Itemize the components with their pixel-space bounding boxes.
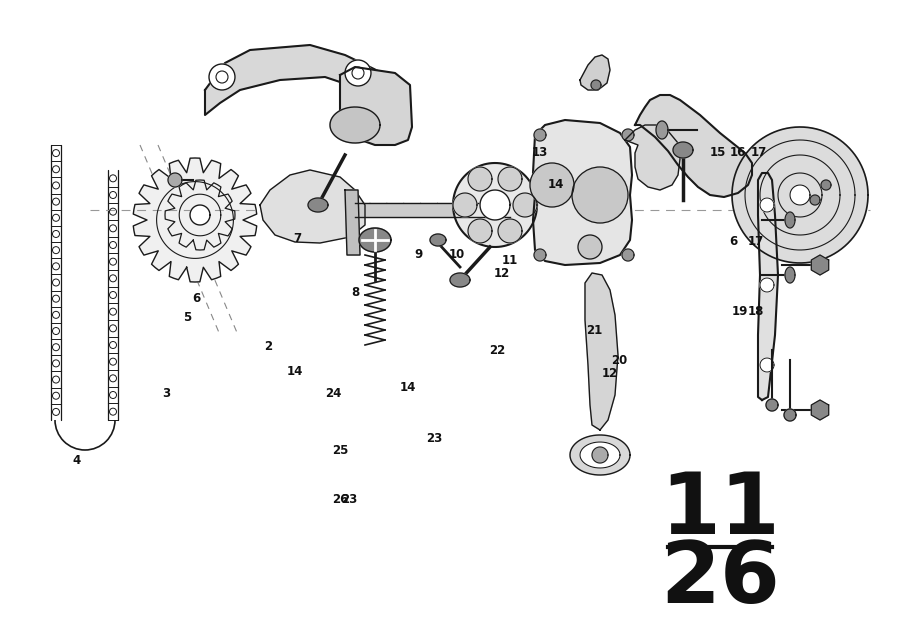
Polygon shape	[468, 167, 492, 191]
Polygon shape	[622, 249, 634, 261]
Polygon shape	[453, 193, 477, 217]
Polygon shape	[480, 190, 510, 220]
Text: 23: 23	[341, 493, 357, 506]
Polygon shape	[345, 190, 360, 255]
Polygon shape	[580, 442, 620, 468]
Text: 22: 22	[490, 344, 506, 357]
Polygon shape	[355, 203, 510, 217]
Polygon shape	[810, 195, 820, 205]
Polygon shape	[580, 55, 610, 90]
Text: 8: 8	[351, 286, 360, 298]
Polygon shape	[308, 198, 328, 212]
Text: 26: 26	[332, 493, 348, 506]
Polygon shape	[784, 409, 796, 421]
Polygon shape	[205, 45, 392, 115]
Text: 16: 16	[730, 146, 746, 159]
Text: 20: 20	[611, 354, 627, 367]
Text: 17: 17	[748, 235, 764, 248]
Polygon shape	[811, 255, 829, 275]
Text: 5: 5	[183, 311, 192, 324]
Polygon shape	[468, 219, 492, 243]
Polygon shape	[430, 234, 446, 246]
Polygon shape	[534, 249, 546, 261]
Text: 15: 15	[710, 146, 726, 159]
Text: 25: 25	[332, 444, 348, 457]
Text: 14: 14	[400, 381, 416, 394]
Text: 10: 10	[449, 248, 465, 260]
Text: 6: 6	[729, 235, 738, 248]
Polygon shape	[785, 212, 795, 228]
Polygon shape	[760, 198, 774, 212]
Text: 21: 21	[586, 324, 602, 337]
Circle shape	[345, 60, 371, 86]
Text: 12: 12	[602, 367, 618, 380]
Text: 3: 3	[162, 387, 171, 400]
Polygon shape	[533, 120, 632, 265]
Text: 24: 24	[325, 387, 341, 400]
Polygon shape	[821, 180, 831, 190]
Text: 2: 2	[264, 340, 273, 352]
Polygon shape	[673, 142, 693, 158]
Polygon shape	[625, 125, 680, 190]
Text: 7: 7	[292, 232, 302, 244]
Text: 23: 23	[426, 432, 442, 444]
Polygon shape	[453, 163, 537, 247]
Text: 9: 9	[414, 248, 423, 260]
Polygon shape	[450, 273, 470, 287]
Polygon shape	[498, 167, 522, 191]
Text: 18: 18	[748, 305, 764, 318]
Polygon shape	[760, 278, 774, 292]
Text: 14: 14	[548, 178, 564, 190]
Polygon shape	[260, 170, 365, 243]
Text: 11: 11	[660, 469, 780, 552]
Polygon shape	[534, 129, 546, 141]
Circle shape	[578, 235, 602, 259]
Polygon shape	[785, 267, 795, 283]
Text: 26: 26	[660, 538, 780, 622]
Circle shape	[572, 167, 628, 223]
Polygon shape	[585, 273, 618, 430]
Polygon shape	[732, 127, 868, 263]
Polygon shape	[592, 447, 608, 463]
Polygon shape	[190, 205, 210, 225]
Polygon shape	[656, 121, 668, 139]
Polygon shape	[133, 158, 256, 282]
Polygon shape	[591, 80, 601, 90]
Text: 14: 14	[287, 365, 303, 378]
Polygon shape	[570, 435, 630, 475]
Polygon shape	[811, 400, 829, 420]
Polygon shape	[359, 228, 391, 252]
Polygon shape	[498, 219, 522, 243]
Polygon shape	[165, 180, 235, 250]
Text: 17: 17	[751, 146, 767, 159]
Text: 13: 13	[532, 146, 548, 159]
Polygon shape	[635, 95, 752, 197]
Text: 6: 6	[192, 292, 201, 305]
Polygon shape	[330, 107, 380, 143]
Polygon shape	[760, 358, 774, 372]
Text: 11: 11	[502, 254, 518, 267]
Text: 4: 4	[72, 454, 81, 467]
Text: 12: 12	[494, 267, 510, 279]
Polygon shape	[758, 173, 778, 400]
Polygon shape	[340, 67, 412, 145]
Circle shape	[209, 64, 235, 90]
Polygon shape	[622, 129, 634, 141]
Polygon shape	[168, 173, 182, 187]
Polygon shape	[790, 185, 810, 205]
Polygon shape	[766, 399, 778, 411]
Circle shape	[530, 163, 574, 207]
Polygon shape	[513, 193, 537, 217]
Text: 19: 19	[732, 305, 748, 318]
